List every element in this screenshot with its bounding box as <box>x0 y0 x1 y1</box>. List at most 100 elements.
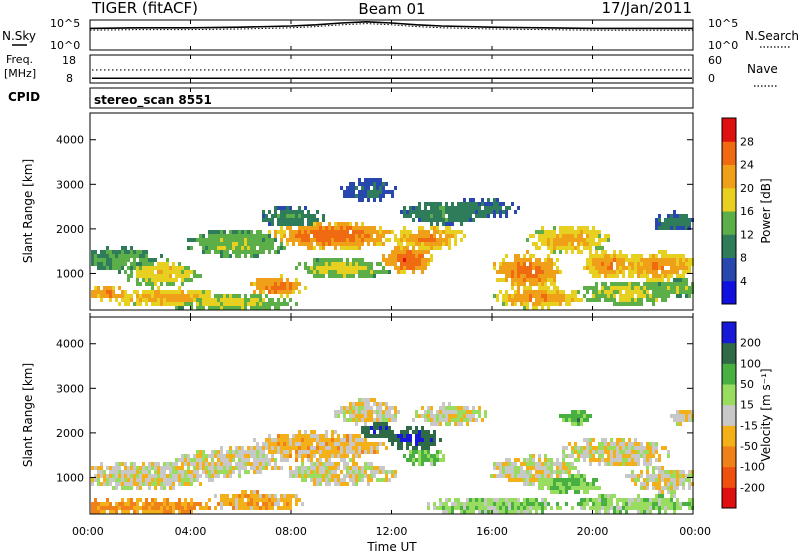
heatmap-cell <box>205 470 208 474</box>
heatmap-cell <box>265 442 268 446</box>
heatmap-cell <box>439 422 442 426</box>
heatmap-cell <box>376 230 379 234</box>
heatmap-cell <box>391 470 394 474</box>
heatmap-cell <box>424 242 427 246</box>
heatmap-cell <box>679 274 682 278</box>
heatmap-cell <box>598 486 601 490</box>
heatmap-cell <box>658 274 661 278</box>
heatmap-cell <box>343 226 346 230</box>
heatmap-cell <box>157 470 160 474</box>
heatmap-cell <box>571 446 574 450</box>
heatmap-cell <box>298 214 301 218</box>
heatmap-cell <box>295 234 298 238</box>
heatmap-cell <box>547 298 550 302</box>
heatmap-cell <box>112 290 115 294</box>
colorbar-segment <box>722 118 736 142</box>
heatmap-cell <box>505 470 508 474</box>
heatmap-cell <box>460 202 463 206</box>
heatmap-cell <box>520 258 523 262</box>
heatmap-cell <box>139 302 142 306</box>
heatmap-cell <box>583 238 586 242</box>
heatmap-cell <box>427 434 430 438</box>
heatmap-cell <box>544 458 547 462</box>
heatmap-cell <box>574 490 577 494</box>
heatmap-cell <box>511 282 514 286</box>
heatmap-cell <box>667 506 670 510</box>
heatmap-cell <box>637 462 640 466</box>
heatmap-cell <box>481 198 484 202</box>
heatmap-cell <box>682 414 685 418</box>
heatmap-cell <box>151 474 154 478</box>
heatmap-cell <box>349 414 352 418</box>
heatmap-cell <box>262 290 265 294</box>
heatmap-cell <box>247 238 250 242</box>
heatmap-cell <box>199 238 202 242</box>
heatmap-cell <box>442 402 445 406</box>
heatmap-cell <box>295 498 298 502</box>
heatmap-cell <box>667 214 670 218</box>
heatmap-cell <box>316 230 319 234</box>
heatmap-cell <box>529 466 532 470</box>
heatmap-cell <box>232 230 235 234</box>
heatmap-cell <box>280 446 283 450</box>
heatmap-cell <box>568 302 571 306</box>
heatmap-cell <box>373 474 376 478</box>
heatmap-cell <box>556 286 559 290</box>
heatmap-cell <box>583 474 586 478</box>
heatmap-cell <box>190 458 193 462</box>
heatmap-cell <box>316 442 319 446</box>
heatmap-cell <box>319 226 322 230</box>
heatmap-cell <box>193 290 196 294</box>
heatmap-cell <box>124 246 127 250</box>
heatmap-cell <box>604 438 607 442</box>
heatmap-cell <box>193 478 196 482</box>
heatmap-cell <box>247 458 250 462</box>
heatmap-cell <box>619 258 622 262</box>
heatmap-cell <box>238 246 241 250</box>
heatmap-cell <box>205 458 208 462</box>
heatmap-cell <box>238 470 241 474</box>
heatmap-cell <box>610 294 613 298</box>
colorbar-segment <box>722 211 736 235</box>
heatmap-cell <box>430 410 433 414</box>
heatmap-cell <box>523 270 526 274</box>
heatmap-cell <box>667 270 670 274</box>
heatmap-cell <box>214 454 217 458</box>
heatmap-cell <box>670 290 673 294</box>
heatmap-cell <box>316 266 319 270</box>
heatmap-cell <box>124 290 127 294</box>
heatmap-cell <box>559 298 562 302</box>
heatmap-cell <box>373 442 376 446</box>
heatmap-cell <box>601 294 604 298</box>
heatmap-cell <box>262 306 265 310</box>
heatmap-cell <box>316 470 319 474</box>
heatmap-cell <box>325 482 328 486</box>
heatmap-cell <box>418 450 421 454</box>
heatmap-cell <box>679 258 682 262</box>
heatmap-cell <box>553 242 556 246</box>
heatmap-cell <box>418 230 421 234</box>
heatmap-cell <box>361 406 364 410</box>
heatmap-cell <box>166 282 169 286</box>
heatmap-cell <box>142 298 145 302</box>
heatmap-cell <box>388 406 391 410</box>
heatmap-cell <box>499 510 502 514</box>
heatmap-cell <box>571 238 574 242</box>
heatmap-cell <box>673 470 676 474</box>
heatmap-cell <box>574 474 577 478</box>
heatmap-cell <box>580 482 583 486</box>
heatmap-cell <box>373 194 376 198</box>
heatmap-cell <box>385 414 388 418</box>
heatmap-cell <box>325 450 328 454</box>
heatmap-cell <box>145 478 148 482</box>
heatmap-cell <box>571 454 574 458</box>
heatmap-cell <box>205 238 208 242</box>
heatmap-cell <box>598 234 601 238</box>
heatmap-cell <box>382 254 385 258</box>
heatmap-cell <box>511 502 514 506</box>
heatmap-cell <box>547 246 550 250</box>
heatmap-cell <box>670 470 673 474</box>
heatmap-cell <box>538 246 541 250</box>
heatmap-cell <box>178 510 181 514</box>
